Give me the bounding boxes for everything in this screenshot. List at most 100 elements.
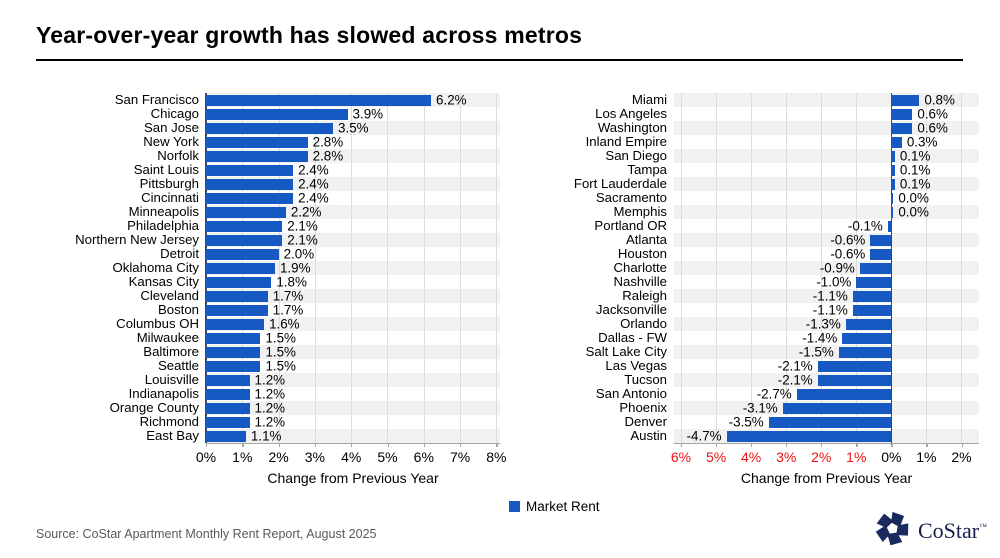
chart-row: Memphis 0.0% [542,204,979,220]
bar-track: -4.7% [674,428,979,444]
value-label: 0.0% [898,204,929,220]
value-label: 1.5% [265,344,296,360]
market-rent-bar [206,416,250,428]
row-band [674,233,979,247]
value-label: 0.1% [899,162,931,178]
costar-wordmark: CoStar™ [918,518,987,543]
right-bar-chart: Miami 0.8% Los Angeles 0.6% Washington 0.6% In… [542,93,979,493]
chart-row: San Jose 3.5% [36,121,500,136]
market-rent-bar [206,178,294,190]
gridline [387,93,389,443]
value-label: -1.5% [798,344,834,360]
category-label: Minneapolis [128,204,199,219]
value-label: 3.9% [352,106,384,122]
category-label: Seattle [157,358,199,373]
value-label: 1.1% [250,428,282,444]
value-label: 1.2% [254,400,286,416]
category-label: Cleveland [140,288,199,303]
value-label: 2.8% [312,134,344,150]
value-label: 0.0% [898,190,929,206]
x-axis-tick [681,443,683,447]
chart-row: Austin -4.7% [542,428,979,444]
category-label: Louisville [144,372,199,387]
bar-track: 1.9% [206,261,500,276]
bar-track: -3.1% [674,401,979,416]
chart-row: Orange County 1.2% [36,400,500,416]
value-label: 1.7% [272,288,304,304]
bar-track: 0.0% [674,190,979,206]
market-rent-bar [206,192,294,204]
chart-row: Miami 0.8% [542,92,979,108]
bar-track: 0.6% [674,106,979,122]
row-band [674,149,979,163]
value-label: 0.1% [899,148,931,164]
category-label: San Francisco [114,92,199,107]
value-label: 2.4% [298,176,329,192]
bar-track: 0.8% [674,93,979,108]
category-label: Chicago [150,106,199,121]
chart-row: Jacksonville -1.1% [542,303,979,318]
chart-row: Orlando -1.3% [542,317,979,332]
bar-track: 2.4% [206,176,500,192]
legend-swatch-market-rent [509,501,520,512]
chart-row: Richmond 1.2% [36,414,500,430]
category-label: Charlotte [613,260,667,275]
gridline [821,93,823,443]
bar-track: -3.5% [674,414,979,430]
value-label: -4.7% [686,428,722,444]
legend-label: Market Rent [526,499,600,514]
gridline [496,93,498,443]
x-axis-tick [206,443,208,447]
gridline [681,93,682,443]
chart-row: Detroit 2.0% [36,247,500,262]
market-rent-bar [206,304,268,316]
chart-row: Dallas - FW -1.4% [542,330,979,346]
x-axis-tick-label: 6% [413,449,434,465]
bar-track: 3.9% [206,106,500,122]
value-label: 2.1% [287,232,318,248]
x-axis-tick-label: 5% [377,449,398,465]
chart-row: Los Angeles 0.6% [542,106,979,122]
value-label: 1.2% [254,372,286,388]
category-label: Richmond [139,414,199,429]
value-label: -3.5% [728,414,764,430]
x-axis-tick [314,443,317,447]
market-rent-bar [859,262,892,274]
bar-track: 2.2% [206,204,500,220]
category-label: Saint Louis [133,162,199,177]
gridline [351,93,353,443]
gridline [786,93,788,443]
bar-track: -2.7% [674,386,979,402]
market-rent-bar [206,164,294,176]
category-label: Denver [624,414,667,429]
value-label: 1.2% [254,414,286,430]
value-label: -0.6% [830,232,866,248]
category-label: New York [143,134,199,149]
gridline [716,93,718,443]
x-axis-line [674,443,979,445]
category-label: Fort Lauderdale [573,176,667,191]
x-axis-tick [351,443,353,447]
value-label: -1.4% [802,330,838,346]
market-rent-bar [852,304,892,316]
category-label: Las Vegas [605,358,667,373]
bar-track: -0.1% [674,219,979,234]
x-axis-tick [821,443,823,447]
market-rent-bar [856,276,892,288]
chart-row: Atlanta -0.6% [542,232,979,248]
bar-track: 1.8% [206,275,500,290]
market-rent-bar [782,402,892,414]
bar-track: -1.0% [674,275,979,290]
value-label: 0.6% [917,106,948,122]
bar-track: 1.7% [206,303,500,318]
bar-track: 0.3% [674,135,979,150]
market-rent-bar [206,206,286,218]
chart-row: Milwaukee 1.5% [36,331,500,346]
value-label: -2.7% [756,386,792,402]
chart-row: Washington 0.6% [542,121,979,136]
category-label: Miami [631,92,667,107]
chart-row: Minneapolis 2.2% [36,204,500,220]
value-label: 2.2% [290,204,322,220]
x-axis-tick-label: 8% [486,449,507,465]
market-rent-bar [206,262,275,274]
